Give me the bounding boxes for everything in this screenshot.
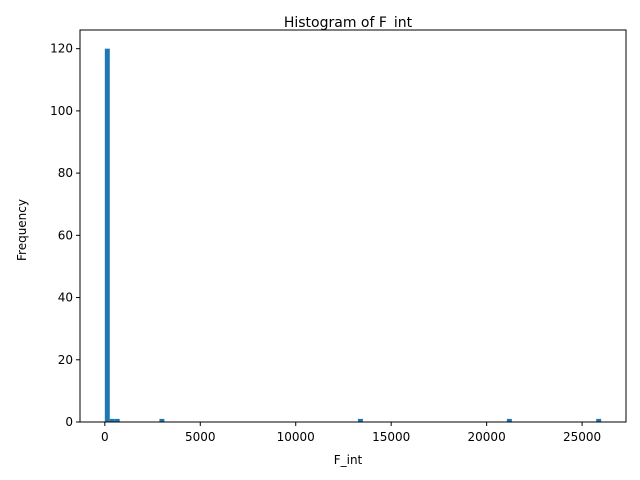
histogram-bar-0 — [104, 48, 110, 423]
plot-area — [104, 48, 602, 423]
plot-frame — [79, 29, 627, 423]
y-tick-label-4: 80 — [58, 166, 73, 180]
y-tick-label-0: 0 — [65, 415, 73, 429]
y-axis: 0 20 40 60 80 100 120 — [50, 42, 80, 429]
x-tick-label-2: 10000 — [277, 430, 315, 444]
x-tick-label-3: 15000 — [372, 430, 410, 444]
histogram-bar-6 — [596, 418, 602, 422]
histogram-bar-3 — [159, 418, 165, 422]
x-tick-label-0: 0 — [101, 430, 109, 444]
y-tick-label-6: 120 — [50, 42, 73, 56]
y-tick-label-2: 40 — [58, 291, 73, 305]
histogram-bar-2 — [114, 418, 120, 422]
x-axis-label: F_int — [334, 453, 363, 467]
y-tick-label-3: 60 — [58, 228, 73, 242]
y-tick-label-1: 20 — [58, 353, 73, 367]
x-tick-label-5: 25000 — [563, 430, 601, 444]
y-axis-label: Frequency — [15, 199, 29, 261]
x-tick-label-1: 5000 — [185, 430, 216, 444]
histogram-bar-5 — [506, 418, 512, 422]
y-tick-label-5: 100 — [50, 104, 73, 118]
x-axis: 0 5000 10000 15000 20000 25000 — [101, 422, 601, 444]
chart-title: Histogram of F_int — [284, 15, 413, 31]
x-tick-label-4: 20000 — [468, 430, 506, 444]
histogram-bar-1 — [109, 418, 115, 422]
histogram-bar-4 — [357, 418, 363, 422]
